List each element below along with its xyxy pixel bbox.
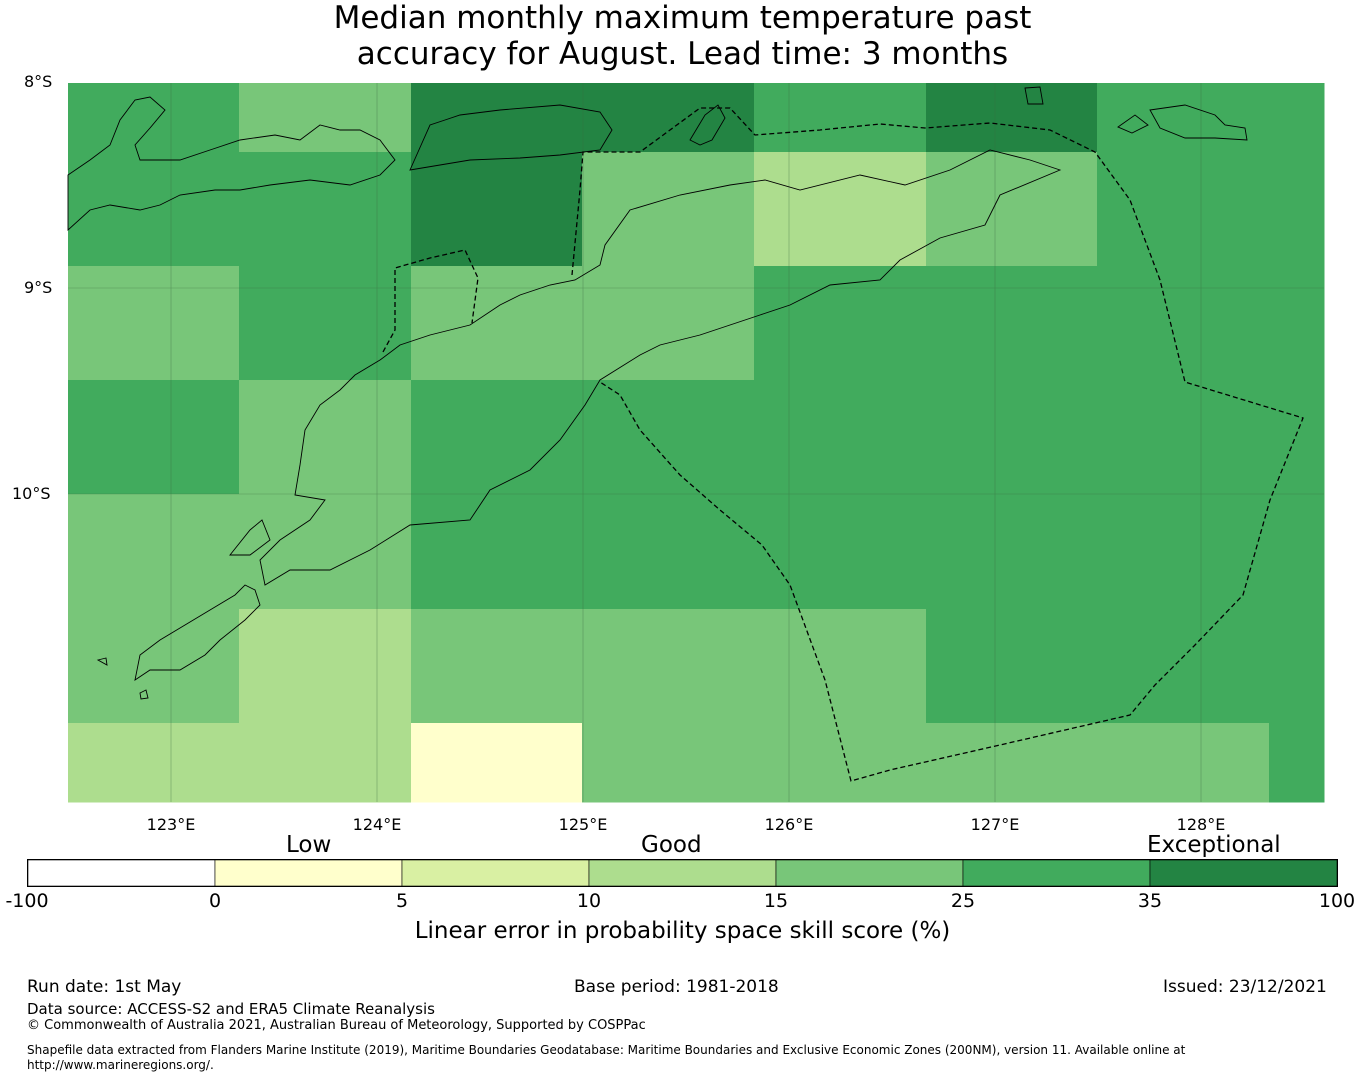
grid-cell <box>239 152 412 267</box>
grid-cell <box>926 152 1098 267</box>
lon-label-126e: 126°E <box>764 815 814 834</box>
grid-cell <box>926 83 1098 153</box>
grid-cell <box>68 266 240 381</box>
grid-cell <box>1097 723 1270 803</box>
grid-cell <box>411 723 583 803</box>
grid-cell <box>926 266 1098 381</box>
run-date: Run date: 1st May <box>27 977 182 997</box>
grid-cell <box>68 723 240 803</box>
grid-cell <box>68 494 240 610</box>
lat-label-8s: 8°S <box>24 72 53 91</box>
grid-cell <box>68 380 240 495</box>
colorbar-segment <box>962 859 1151 887</box>
grid-cell <box>1269 494 1325 610</box>
grid-cell <box>411 609 583 724</box>
shapefile-credit-line1: Shapefile data extracted from Flanders M… <box>27 1043 1186 1057</box>
data-source: Data source: ACCESS-S2 and ERA5 Climate … <box>27 1000 435 1018</box>
colorbar-segment <box>588 859 777 887</box>
colorbar-tick: -100 <box>5 890 49 912</box>
grid-cell <box>1269 723 1325 803</box>
shapefile-credit-line2: http://www.marineregions.org/. <box>27 1058 214 1072</box>
grid-cell <box>1097 152 1270 267</box>
maritime-boundaries <box>382 107 1304 782</box>
grid-cell <box>1269 152 1325 267</box>
grid-cell <box>68 83 240 153</box>
colorbar-tick: 10 <box>576 890 602 912</box>
grid-cell <box>582 266 755 381</box>
base-period: Base period: 1981-2018 <box>574 977 779 997</box>
grid-cell <box>1097 266 1270 381</box>
colorbar-tick: 5 <box>395 890 409 912</box>
grid-cell <box>239 380 412 495</box>
lon-label-124e: 124°E <box>352 815 402 834</box>
grid-cell <box>582 723 755 803</box>
grid-cell <box>926 380 1098 495</box>
grid-cell <box>1097 83 1270 153</box>
chart-title-line1: Median monthly maximum temperature past <box>333 0 1032 36</box>
grid-cell <box>754 380 927 495</box>
gridlines <box>68 83 1324 802</box>
grid-cell <box>1269 266 1325 381</box>
grid-cell <box>1097 494 1270 610</box>
grid-cell <box>582 380 755 495</box>
colorbar-axis-label: Linear error in probability space skill … <box>414 918 951 944</box>
colorbar-tick: 0 <box>208 890 222 912</box>
grid-cell <box>1097 609 1270 724</box>
colorbar-tick: 100 <box>1318 890 1356 912</box>
grid-cell <box>68 609 240 724</box>
lon-label-128e: 128°E <box>1176 815 1226 834</box>
grid-cell <box>239 83 412 153</box>
colorbar-tick: 35 <box>1137 890 1163 912</box>
grid-cell <box>411 152 583 267</box>
grid-cell <box>754 609 927 724</box>
colorbar-tick: 25 <box>950 890 976 912</box>
lat-label-10s: 10°S <box>12 484 51 503</box>
grid-cell <box>582 609 755 724</box>
lat-label-9s: 9°S <box>24 278 53 297</box>
grid-cell <box>411 494 583 610</box>
grid-cell <box>68 152 240 267</box>
grid-cell <box>754 723 927 803</box>
issued-date: Issued: 23/12/2021 <box>1163 977 1327 997</box>
grid-cell <box>582 152 755 267</box>
grid-cell <box>926 723 1098 803</box>
grid-cell <box>582 494 755 610</box>
grid-cell <box>1269 83 1325 153</box>
grid-cell <box>754 83 927 153</box>
grid-cell <box>411 380 583 495</box>
grid-cell <box>754 152 927 267</box>
colorbar-label-exceptional: Exceptional <box>1147 832 1281 858</box>
grid-cell <box>239 609 412 724</box>
lon-label-127e: 127°E <box>970 815 1020 834</box>
chart-title-line2: accuracy for August. Lead time: 3 months <box>356 36 1009 72</box>
copyright-notice: © Commonwealth of Australia 2021, Austra… <box>27 1018 646 1033</box>
grid-cell <box>926 494 1098 610</box>
colorbar-segment <box>775 859 964 887</box>
lon-label-123e: 123°E <box>146 815 196 834</box>
coastlines <box>67 86 1248 700</box>
colorbar-tick: 15 <box>763 890 789 912</box>
colorbar-segment <box>401 859 590 887</box>
grid-cell <box>754 266 927 381</box>
lon-label-125e: 125°E <box>558 815 608 834</box>
grid-cell <box>1269 609 1325 724</box>
grid-cell <box>582 83 755 153</box>
colorbar-segment <box>214 859 403 887</box>
grid-cell <box>1269 380 1325 495</box>
colorbar-label-good: Good <box>641 832 702 858</box>
colorbar-segment <box>27 859 216 887</box>
grid-cell <box>239 266 412 381</box>
colorbar-segment <box>1149 859 1338 887</box>
grid-cell <box>411 83 583 153</box>
grid-cell <box>411 266 583 381</box>
skill-grid-cells <box>68 83 1325 803</box>
grid-cell <box>754 494 927 610</box>
grid-cell <box>239 723 412 803</box>
grid-cell <box>926 609 1098 724</box>
colorbar-label-low: Low <box>286 832 332 858</box>
